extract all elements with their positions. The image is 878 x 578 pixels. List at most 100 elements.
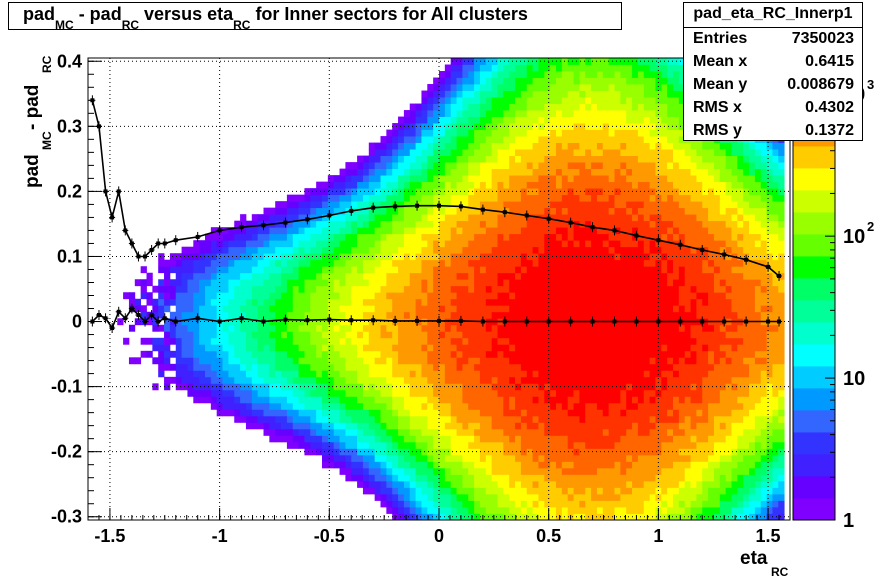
heatmap-cell — [497, 467, 504, 475]
heatmap-cell — [415, 363, 422, 371]
heatmap-cell — [327, 285, 335, 293]
heatmap-cell — [403, 487, 411, 495]
heatmap-cell — [345, 246, 352, 254]
heatmap-cell — [596, 64, 604, 72]
heatmap-cell — [298, 435, 305, 443]
heatmap-cell — [585, 298, 592, 306]
heatmap-cell — [678, 402, 686, 410]
heatmap-cell — [245, 279, 253, 287]
heatmap-cell — [643, 350, 650, 358]
heatmap-cell — [509, 266, 516, 274]
heatmap-cell — [503, 103, 510, 111]
heatmap-cell — [567, 110, 574, 117]
heatmap-cell — [526, 279, 533, 287]
heatmap-cell — [626, 389, 633, 397]
heatmap-cell — [620, 370, 627, 378]
heatmap-cell — [579, 311, 586, 319]
heatmap-cell — [567, 116, 574, 124]
heatmap-cell — [497, 194, 504, 202]
heatmap-cell — [333, 305, 340, 313]
heatmap-cell — [140, 292, 147, 300]
heatmap-cell — [538, 253, 545, 261]
heatmap-cell — [304, 279, 311, 287]
heatmap-cell — [643, 207, 650, 215]
heatmap-cell — [433, 162, 440, 170]
heatmap-cell — [158, 357, 165, 365]
heatmap-cell — [614, 194, 621, 202]
heatmap-cell — [152, 357, 159, 365]
heatmap-cell — [474, 337, 481, 345]
heatmap-cell — [637, 441, 645, 449]
heatmap-cell — [649, 331, 656, 339]
heatmap-cell — [520, 155, 528, 163]
heatmap-cell — [415, 441, 422, 449]
heatmap-cell — [403, 363, 411, 371]
heatmap-cell — [439, 389, 446, 397]
heatmap-cell — [509, 64, 516, 72]
heatmap-cell — [503, 110, 510, 117]
heatmap-cell — [561, 201, 569, 209]
heatmap-cell — [228, 253, 235, 261]
heatmap-cell — [310, 422, 317, 430]
heatmap-cell — [368, 246, 376, 254]
heatmap-cell — [444, 409, 452, 417]
heatmap-cell — [491, 110, 498, 117]
heatmap-cell — [128, 292, 136, 300]
heatmap-cell — [322, 448, 329, 456]
heatmap-cell — [667, 97, 674, 104]
heatmap-cell — [643, 402, 650, 410]
heatmap-cell — [322, 272, 329, 280]
heatmap-cell — [643, 272, 650, 280]
heatmap-cell — [415, 448, 422, 456]
heatmap-cell — [251, 305, 259, 313]
heatmap-cell — [591, 344, 598, 352]
heatmap-cell — [579, 370, 586, 378]
heatmap-cell — [275, 272, 282, 280]
heatmap-cell — [357, 337, 364, 345]
heatmap-cell — [661, 90, 668, 98]
heatmap-cell — [620, 233, 627, 241]
heatmap-cell — [374, 324, 381, 332]
heatmap-cell — [614, 415, 621, 423]
heatmap-cell — [357, 324, 364, 332]
heatmap-cell — [421, 272, 428, 280]
heatmap-cell — [386, 435, 393, 443]
heatmap-cell — [403, 428, 411, 436]
heatmap-cell — [199, 396, 206, 404]
heatmap-cell — [362, 448, 370, 456]
heatmap-cell — [602, 500, 610, 508]
heatmap-cell — [532, 149, 539, 157]
heatmap-cell — [181, 370, 188, 378]
heatmap-cell — [632, 194, 639, 202]
heatmap-cell — [286, 331, 294, 339]
heatmap-cell — [403, 272, 411, 280]
heatmap-cell — [327, 441, 335, 449]
heatmap-cell — [427, 155, 434, 163]
heatmap-cell — [626, 149, 633, 157]
heatmap-cell — [216, 409, 223, 417]
heatmap-cell — [158, 292, 165, 300]
heatmap-cell — [503, 370, 510, 378]
heatmap-cell — [380, 136, 387, 143]
heatmap-cell — [608, 58, 615, 65]
heatmap-cell — [678, 181, 686, 189]
heatmap-cell — [310, 357, 317, 365]
heatmap-cell — [462, 480, 469, 488]
heatmap-cell — [245, 318, 253, 326]
heatmap-cell — [281, 272, 288, 280]
heatmap-cell — [468, 454, 475, 462]
heatmap-cell — [339, 441, 346, 449]
heatmap-cell — [286, 357, 294, 365]
heatmap-cell — [485, 77, 493, 85]
heatmap-cell — [556, 84, 563, 91]
heatmap-cell — [561, 285, 569, 293]
heatmap-cell — [368, 155, 376, 163]
heatmap-cell — [228, 233, 235, 241]
heatmap-cell — [544, 474, 551, 482]
heatmap-cell — [450, 461, 457, 469]
heatmap-cell — [474, 201, 481, 209]
heatmap-cell — [550, 357, 557, 365]
heatmap-cell — [538, 435, 545, 443]
heatmap-cell — [567, 409, 574, 417]
heatmap-cell — [643, 337, 650, 345]
